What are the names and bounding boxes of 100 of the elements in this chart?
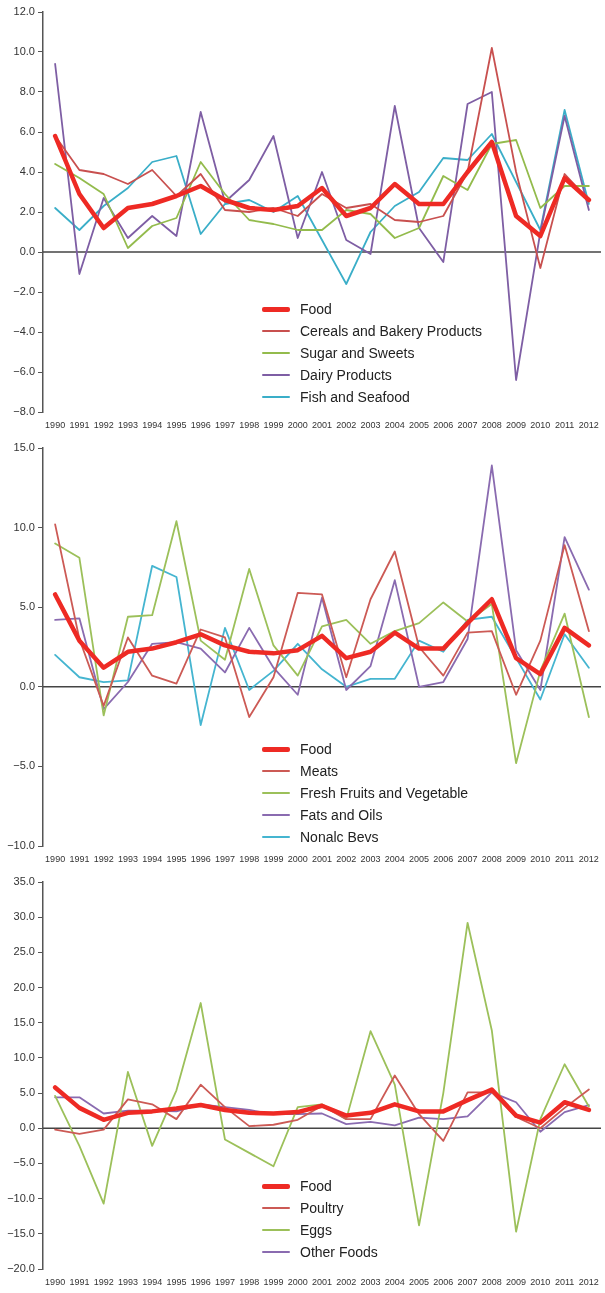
y-tick-label: 10.0	[13, 1050, 35, 1063]
x-tick-label: 1999	[263, 420, 284, 431]
x-tick-label: 2002	[336, 854, 357, 865]
x-tick-label: 2011	[554, 854, 575, 865]
x-tick-label: 1993	[117, 1277, 138, 1288]
x-tick-label: 1999	[263, 854, 284, 865]
x-tick-label: 1997	[214, 420, 235, 431]
x-tick-label: 1998	[239, 1277, 260, 1288]
x-tick-label: 1994	[142, 854, 163, 865]
y-tick-label: 5.0	[19, 1086, 35, 1099]
x-tick-label: 2003	[360, 1277, 381, 1288]
y-tick-label: −10.0	[7, 1191, 35, 1204]
y-tick-label: 15.0	[13, 441, 35, 454]
y-tick-label: 35.0	[13, 875, 35, 888]
y-tick-label: 30.0	[13, 910, 35, 923]
x-tick-label: 1990	[45, 1277, 66, 1288]
x-tick-label: 2001	[311, 1277, 333, 1288]
x-tick-label: 2007	[457, 854, 478, 865]
y-tick-label: 0.0	[19, 1121, 35, 1134]
y-tick-label: −20.0	[7, 1262, 35, 1275]
legend-label: Dairy Products	[300, 367, 392, 383]
legend-label: Food	[300, 1178, 332, 1194]
x-tick-label: 2012	[578, 1277, 599, 1288]
x-tick-label: 1995	[166, 1277, 187, 1288]
y-tick-label: −4.0	[13, 325, 35, 338]
y-tick-label: 0.0	[19, 679, 35, 692]
x-tick-label: 2006	[433, 854, 454, 865]
y-tick-label: −6.0	[13, 365, 35, 378]
legend-label: Nonalc Bevs	[300, 829, 379, 845]
x-tick-label: 2000	[287, 420, 308, 431]
x-tick-label: 1995	[166, 854, 187, 865]
x-tick-label: 2003	[360, 854, 381, 865]
legend-label: Eggs	[300, 1222, 332, 1238]
y-tick-label: −8.0	[13, 405, 35, 418]
y-tick-label: 15.0	[13, 1015, 35, 1028]
x-tick-label: 2005	[409, 1277, 430, 1288]
x-tick-label: 1999	[263, 1277, 284, 1288]
x-tick-label: 2010	[530, 420, 551, 431]
x-tick-label: 2008	[481, 854, 502, 865]
x-tick-label: 1992	[93, 1277, 114, 1288]
x-tick-label: 2009	[506, 1277, 527, 1288]
x-tick-label: 2004	[384, 1277, 405, 1288]
x-tick-label: 2012	[578, 854, 599, 865]
y-tick-label: 4.0	[19, 165, 35, 178]
y-tick-label: −5.0	[13, 759, 35, 772]
x-tick-label: 2008	[481, 1277, 502, 1288]
y-tick-label: 20.0	[13, 980, 35, 993]
x-tick-label: 1996	[190, 420, 211, 431]
legend-label: Food	[300, 301, 332, 317]
x-tick-label: 2003	[360, 420, 381, 431]
legend-label: Sugar and Sweets	[300, 345, 415, 361]
x-tick-label: 1991	[69, 854, 90, 865]
x-tick-label: 1997	[214, 854, 235, 865]
x-tick-label: 2011	[554, 1277, 575, 1288]
x-tick-label: 1990	[45, 420, 66, 431]
y-tick-label: 10.0	[13, 45, 35, 58]
x-tick-label: 2002	[336, 1277, 357, 1288]
y-tick-label: −15.0	[7, 1226, 35, 1239]
x-tick-label: 2007	[457, 1277, 478, 1288]
x-tick-label: 1996	[190, 1277, 211, 1288]
x-tick-label: 2010	[530, 1277, 551, 1288]
x-tick-label: 1994	[142, 420, 163, 431]
legend-label: Fresh Fruits and Vegetable	[300, 785, 469, 801]
legend-label: Poultry	[300, 1200, 344, 1216]
x-tick-label: 1994	[142, 1277, 163, 1288]
x-tick-label: 2012	[578, 420, 599, 431]
x-tick-label: 1990	[45, 854, 66, 865]
x-tick-label: 2004	[384, 420, 405, 431]
y-tick-label: 10.0	[13, 520, 35, 533]
x-tick-label: 2011	[554, 420, 575, 431]
x-tick-label: 2008	[481, 420, 502, 431]
x-tick-label: 2001	[311, 854, 333, 865]
x-tick-label: 2005	[409, 854, 430, 865]
y-tick-label: 5.0	[19, 600, 35, 613]
y-tick-label: 0.0	[19, 245, 35, 258]
y-tick-label: 2.0	[19, 205, 35, 218]
y-tick-label: −10.0	[7, 839, 35, 852]
x-tick-label: 1995	[166, 420, 187, 431]
x-tick-label: 1991	[69, 420, 90, 431]
y-tick-label: 6.0	[19, 125, 35, 138]
x-tick-label: 2006	[433, 420, 454, 431]
y-tick-label: 25.0	[13, 945, 35, 958]
y-tick-label: −2.0	[13, 285, 35, 298]
x-tick-label: 2001	[311, 420, 333, 431]
x-tick-label: 1996	[190, 854, 211, 865]
legend-label: Cereals and Bakery Products	[300, 323, 483, 339]
x-tick-label: 1998	[239, 420, 260, 431]
x-tick-label: 2005	[409, 420, 430, 431]
legend-label: Other Foods	[300, 1244, 378, 1260]
legend-label: Fish and Seafood	[300, 389, 410, 405]
y-tick-label: −5.0	[13, 1156, 35, 1169]
x-tick-label: 1997	[214, 1277, 235, 1288]
x-tick-label: 1992	[93, 854, 114, 865]
legend-label: Food	[300, 741, 332, 757]
x-tick-label: 1993	[117, 420, 138, 431]
x-tick-label: 1992	[93, 420, 114, 431]
x-tick-label: 1991	[69, 1277, 90, 1288]
x-tick-label: 1993	[117, 854, 138, 865]
x-tick-label: 2009	[506, 854, 527, 865]
legend-label: Fats and Oils	[300, 807, 383, 823]
